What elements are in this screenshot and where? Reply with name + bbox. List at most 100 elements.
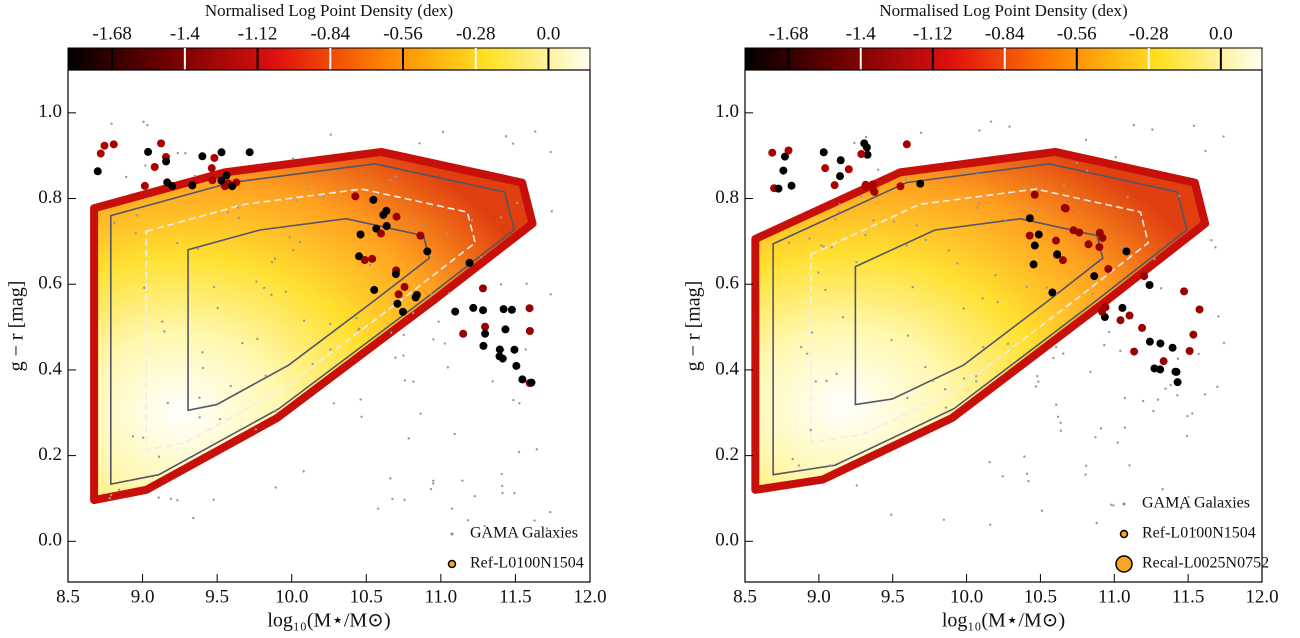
- sim-point: [370, 285, 379, 294]
- gama-point: [176, 499, 179, 502]
- gama-point: [1108, 330, 1111, 334]
- gama-point: [545, 527, 549, 530]
- colorbar-tick-label: -0.56: [383, 23, 423, 44]
- sim-point: [768, 148, 777, 157]
- y-tick-label: 0.0: [715, 530, 739, 551]
- gama-point: [1001, 475, 1004, 478]
- gama-point: [218, 418, 222, 421]
- gama-point: [841, 316, 845, 319]
- gama-point: [1176, 394, 1179, 397]
- gama-point: [184, 151, 187, 155]
- gama-point: [535, 448, 538, 451]
- sim-point: [1048, 288, 1057, 297]
- sim-point: [228, 182, 237, 191]
- sim-point: [109, 140, 118, 149]
- gama-point: [329, 348, 332, 351]
- gama-point: [270, 260, 274, 264]
- y-tick-label: 0.8: [715, 187, 739, 208]
- sim-point: [869, 186, 878, 195]
- sim-point: [774, 184, 783, 193]
- gama-point: [977, 201, 980, 205]
- sim-point: [1130, 347, 1139, 356]
- gama-point: [161, 320, 164, 323]
- sim-point: [479, 306, 488, 315]
- gama-point: [394, 356, 397, 359]
- x-tick-label: 12.0: [573, 586, 606, 607]
- gama-point: [229, 384, 232, 388]
- sim-point: [821, 164, 830, 173]
- gama-point: [332, 402, 336, 405]
- gama-point: [944, 406, 948, 409]
- gama-point: [110, 122, 113, 125]
- gama-point: [334, 170, 337, 173]
- sim-point: [1189, 330, 1198, 339]
- sim-point: [140, 181, 149, 190]
- sim-point: [1058, 256, 1067, 265]
- gama-point: [236, 206, 240, 209]
- sim-point: [355, 252, 364, 261]
- gama-point: [516, 201, 519, 205]
- sim-point: [360, 255, 369, 264]
- gama-point: [389, 477, 392, 480]
- x-axis-label: log₁₀(M⋆/M⊙): [267, 610, 390, 632]
- colorbar-tick-label: -1.4: [170, 23, 201, 44]
- gama-point: [1040, 509, 1044, 512]
- gama-point: [237, 216, 241, 219]
- x-tick-label: 11.0: [1098, 586, 1131, 607]
- gama-point: [1204, 149, 1207, 153]
- sim-point: [150, 162, 159, 171]
- sim-point: [208, 176, 217, 185]
- gama-point: [412, 380, 415, 383]
- sim-point: [162, 157, 171, 166]
- gama-point: [981, 345, 985, 349]
- gama-point: [981, 297, 984, 300]
- gama-point: [480, 256, 483, 259]
- gama-point: [1203, 393, 1207, 396]
- sim-point: [525, 327, 534, 336]
- colorbar-tick-label: -0.56: [1057, 23, 1097, 44]
- gama-point: [264, 374, 267, 377]
- gama-point: [1164, 387, 1167, 390]
- y-tick-label: 0.0: [38, 530, 62, 551]
- sim-point: [1098, 233, 1107, 242]
- sim-point: [1125, 311, 1134, 320]
- sim-point: [1159, 357, 1168, 366]
- legend-marker: [1119, 529, 1129, 539]
- gama-point: [1099, 427, 1103, 430]
- sim-point: [163, 178, 172, 187]
- sim-point: [518, 375, 527, 384]
- gama-point: [402, 354, 405, 357]
- sim-point: [368, 254, 377, 263]
- gama-point: [157, 455, 161, 458]
- colorbar: [744, 47, 1263, 71]
- gama-point: [890, 338, 893, 342]
- gama-point: [262, 286, 266, 290]
- y-tick-label: 0.4: [715, 358, 739, 379]
- gama-point: [201, 351, 204, 354]
- gama-point: [989, 120, 993, 123]
- gama-point: [1222, 135, 1225, 138]
- gama-point: [924, 238, 928, 242]
- gama-point: [377, 507, 380, 510]
- sim-point: [478, 284, 487, 293]
- sim-point: [510, 345, 519, 354]
- sim-point: [495, 345, 504, 354]
- colorbar-tick-label: -1.4: [846, 23, 877, 44]
- gama-point: [512, 398, 515, 402]
- sim-point: [1195, 305, 1204, 314]
- gama-point: [1217, 315, 1220, 318]
- gama-point: [1055, 403, 1058, 406]
- sim-point: [1185, 346, 1194, 355]
- x-axis-label: log₁₀(M⋆/M⊙): [942, 610, 1065, 632]
- sim-point: [481, 322, 490, 331]
- colorbar-tick-label: -1.12: [238, 23, 278, 44]
- gama-point: [855, 260, 858, 264]
- gama-point: [809, 428, 812, 432]
- gama-point: [824, 288, 827, 292]
- gama-point: [931, 379, 935, 383]
- gama-point: [817, 271, 820, 274]
- sim-point: [392, 212, 401, 221]
- gama-point: [444, 268, 447, 271]
- gama-point: [429, 487, 433, 491]
- gama-point: [1034, 209, 1037, 212]
